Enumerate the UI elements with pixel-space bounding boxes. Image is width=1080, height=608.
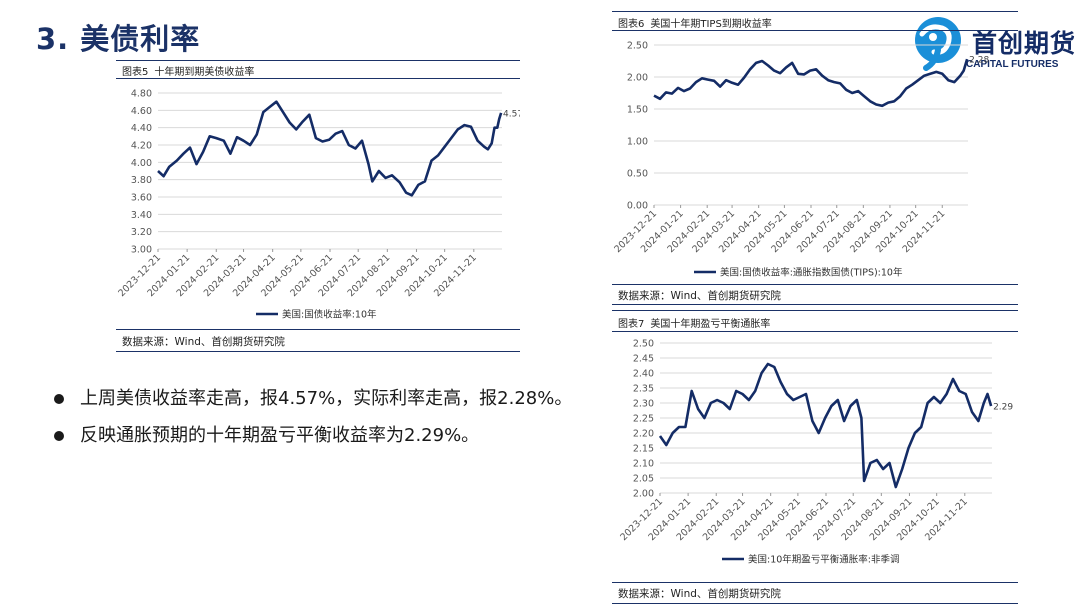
bullet-dot — [54, 431, 64, 441]
y-tick-label: 0.00 — [627, 201, 648, 212]
legend-label: 美国:10年期盈亏平衡通胀率:非季调 — [748, 554, 900, 566]
series-line — [658, 362, 993, 489]
chart5-plot: 4.80 4.60 4.40 4.20 4.00 3.80 3.60 3.40 3.20 3.00… — [116, 89, 520, 321]
chart6-bottom-rule — [612, 304, 1018, 305]
y-tick-label: 1.00 — [627, 137, 648, 148]
series-line — [653, 58, 969, 108]
bullet-item: 反映通胀预期的十年期盈亏平衡收益率为2.29%。 — [54, 423, 574, 448]
bullet-text: 反映通胀预期的十年期盈亏平衡收益率为2.29%。 — [80, 425, 480, 446]
chart6-plot: 2.502.001.501.000.500.002023-12-212024-0… — [612, 41, 989, 279]
chart6-top-rule — [612, 11, 1018, 12]
bullet-dot — [54, 394, 64, 404]
y-tick-label: 2.10 — [633, 459, 654, 470]
bullet-list: 上周美债收益率走高，报4.57%，实际利率走高，报2.28%。 反映通胀预期的十… — [54, 386, 574, 460]
y-tick-label: 4.60 — [131, 106, 152, 117]
y-tick-label: 4.80 — [131, 89, 152, 100]
chart5-top-rule — [116, 60, 520, 61]
chart7-source-rule — [612, 582, 1018, 583]
chart7-bottom-rule — [612, 603, 1018, 604]
chart7-plot: 2.50 2.45 2.40 2.35 2.30 2.25 2.20 2.15 2.10 2.05… — [618, 339, 1013, 566]
y-tick-label: 2.50 — [627, 41, 648, 52]
last-value-label: 2.29 — [993, 403, 1013, 413]
chart5-bottom-rule — [116, 351, 520, 352]
y-tick-label: 2.20 — [633, 429, 654, 440]
last-value-label: 2.28 — [969, 56, 989, 66]
legend-label: 美国:国债收益率:10年 — [282, 309, 377, 321]
y-tick-label: 4.20 — [131, 141, 152, 152]
last-value-label: 4.57 — [503, 109, 520, 119]
y-tick-label: 2.50 — [633, 339, 654, 350]
bullet-item: 上周美债收益率走高，报4.57%，实际利率走高，报2.28%。 — [54, 386, 574, 411]
chart5-source-rule — [116, 329, 520, 330]
bullet-text: 上周美债收益率走高，报4.57%，实际利率走高，报2.28%。 — [80, 388, 573, 409]
y-tick-label: 4.40 — [131, 123, 152, 134]
chart5-title-rule — [116, 78, 520, 79]
y-tick-label: 3.20 — [131, 227, 152, 238]
legend-label: 美国:国债收益率:通胀指数国债(TIPS):10年 — [720, 267, 903, 279]
y-tick-label: 2.00 — [633, 489, 654, 500]
logo-en-text: CAPITAL FUTURES — [966, 59, 1059, 70]
chart6-source: 数据来源：Wind、首创期货研究院 — [618, 290, 781, 302]
y-tick-label: 3.80 — [131, 175, 152, 186]
y-tick-label: 3.40 — [131, 210, 152, 221]
y-tick-label: 2.35 — [633, 384, 654, 395]
chart6-title-rule — [612, 30, 1018, 31]
slide-title: 3. 美债利率 — [36, 22, 201, 56]
y-tick-label: 2.25 — [633, 414, 654, 425]
logo-cn-text: 首创期货 — [972, 29, 1077, 58]
company-logo: 首创期货 CAPITAL FUTURES — [912, 16, 1077, 72]
y-tick-label: 2.40 — [633, 369, 654, 380]
y-tick-label: 0.50 — [627, 169, 648, 180]
y-tick-label: 2.45 — [633, 354, 654, 365]
y-tick-label: 4.00 — [131, 158, 152, 169]
chart7-source: 数据来源：Wind、首创期货研究院 — [618, 588, 781, 600]
logo-mark-icon — [915, 17, 961, 71]
chart7-title-rule — [612, 331, 1018, 332]
y-tick-label: 2.15 — [633, 444, 654, 455]
y-tick-label: 2.05 — [633, 474, 654, 485]
chart5-source: 数据来源：Wind、首创期货研究院 — [122, 336, 285, 348]
series-line — [157, 100, 503, 197]
chart6-title: 图表6 美国十年期TIPS到期收益率 — [618, 19, 772, 30]
y-tick-label: 2.30 — [633, 399, 654, 410]
chart7-title: 图表7 美国十年期盈亏平衡通胀率 — [618, 319, 771, 330]
y-tick-label: 2.00 — [627, 73, 648, 84]
y-tick-label: 3.60 — [131, 193, 152, 204]
chart7-top-rule — [612, 310, 1018, 311]
chart6-source-rule — [612, 284, 1018, 285]
y-tick-label: 3.00 — [131, 245, 152, 256]
chart5-title: 图表5 十年期到期美债收益率 — [122, 67, 255, 78]
y-tick-label: 1.50 — [627, 105, 648, 116]
